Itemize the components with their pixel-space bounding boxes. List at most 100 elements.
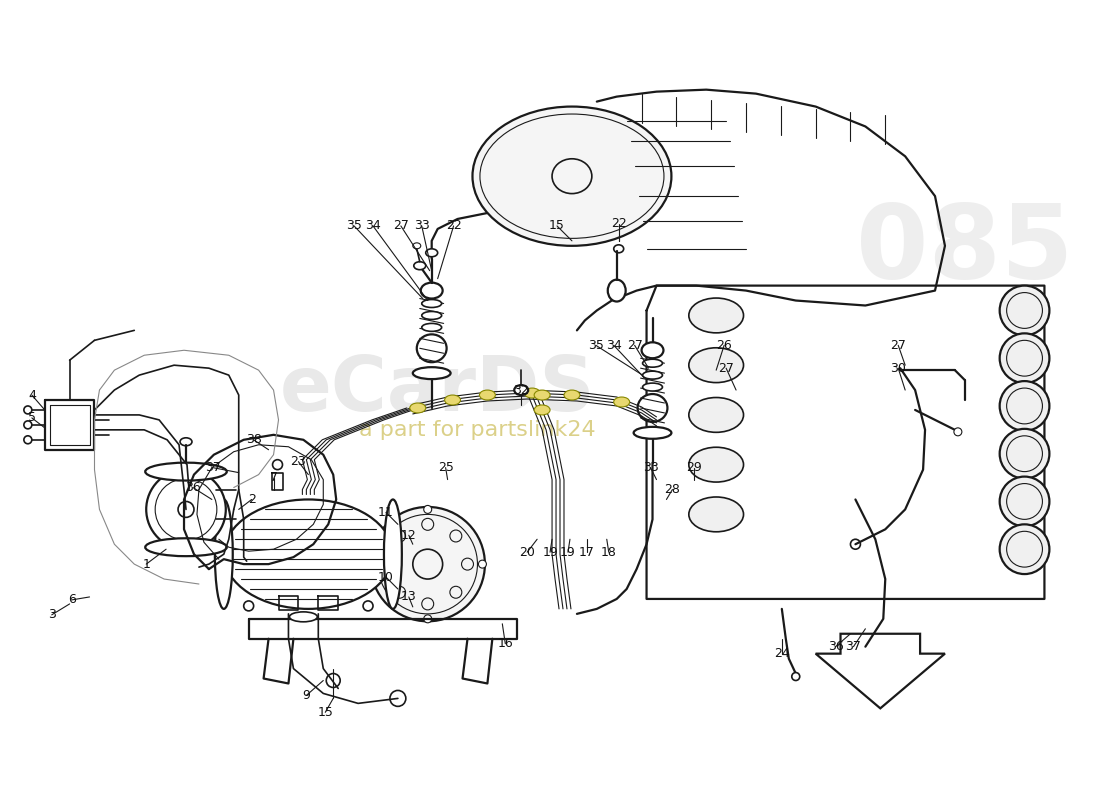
Ellipse shape xyxy=(689,348,744,382)
Text: 085: 085 xyxy=(856,200,1074,302)
Text: 27: 27 xyxy=(890,338,906,352)
Ellipse shape xyxy=(614,397,629,407)
Text: 29: 29 xyxy=(686,461,702,474)
Text: 18: 18 xyxy=(601,546,617,558)
Ellipse shape xyxy=(473,106,671,246)
Text: 33: 33 xyxy=(414,219,430,233)
Text: 12: 12 xyxy=(400,529,417,542)
Ellipse shape xyxy=(412,367,451,379)
Circle shape xyxy=(273,460,283,470)
Circle shape xyxy=(244,601,254,611)
Text: 27: 27 xyxy=(393,219,409,233)
Ellipse shape xyxy=(145,462,227,481)
Text: 1: 1 xyxy=(142,558,151,570)
Circle shape xyxy=(1000,334,1049,383)
Text: 27: 27 xyxy=(627,338,642,352)
Text: 2: 2 xyxy=(248,493,255,506)
Text: 32: 32 xyxy=(514,383,529,397)
Ellipse shape xyxy=(384,499,402,609)
Circle shape xyxy=(424,615,431,623)
Ellipse shape xyxy=(444,395,461,405)
Ellipse shape xyxy=(564,390,580,400)
Ellipse shape xyxy=(223,499,393,609)
Circle shape xyxy=(363,601,373,611)
Ellipse shape xyxy=(421,299,441,307)
Text: 5: 5 xyxy=(28,411,36,425)
Text: 19: 19 xyxy=(542,546,558,558)
Text: 4: 4 xyxy=(28,389,36,402)
Ellipse shape xyxy=(608,280,626,302)
Text: 9: 9 xyxy=(302,689,310,702)
Ellipse shape xyxy=(421,282,442,298)
Ellipse shape xyxy=(421,311,441,319)
Ellipse shape xyxy=(414,262,426,270)
Circle shape xyxy=(368,560,377,568)
Circle shape xyxy=(792,673,800,681)
Ellipse shape xyxy=(289,612,317,622)
Circle shape xyxy=(24,421,32,429)
Ellipse shape xyxy=(525,388,540,398)
Text: 34: 34 xyxy=(606,338,621,352)
Circle shape xyxy=(954,428,961,436)
Text: 35: 35 xyxy=(587,338,604,352)
Ellipse shape xyxy=(689,497,744,532)
Text: 36: 36 xyxy=(185,481,201,494)
Text: 19: 19 xyxy=(560,546,575,558)
Ellipse shape xyxy=(417,334,447,362)
Text: 15: 15 xyxy=(317,706,333,719)
Circle shape xyxy=(24,406,32,414)
Text: 10: 10 xyxy=(378,570,394,583)
Text: 22: 22 xyxy=(446,219,462,233)
Ellipse shape xyxy=(426,249,438,257)
Ellipse shape xyxy=(641,342,663,358)
Text: 30: 30 xyxy=(890,362,906,374)
Text: 13: 13 xyxy=(400,590,417,603)
Ellipse shape xyxy=(689,298,744,333)
Text: 15: 15 xyxy=(549,219,565,233)
Text: 24: 24 xyxy=(774,647,790,660)
Ellipse shape xyxy=(421,323,441,331)
Text: 26: 26 xyxy=(716,338,732,352)
Ellipse shape xyxy=(689,447,744,482)
Text: 23: 23 xyxy=(290,455,306,468)
Text: a part for partslink24: a part for partslink24 xyxy=(359,420,596,440)
Ellipse shape xyxy=(515,385,528,395)
Circle shape xyxy=(1000,286,1049,335)
Text: 37: 37 xyxy=(846,640,861,653)
Ellipse shape xyxy=(638,394,668,422)
Text: 11: 11 xyxy=(378,506,394,519)
Circle shape xyxy=(424,506,431,514)
Ellipse shape xyxy=(642,359,662,367)
Text: 16: 16 xyxy=(497,637,514,650)
Ellipse shape xyxy=(146,470,226,550)
Ellipse shape xyxy=(410,403,426,413)
Text: 6: 6 xyxy=(68,594,76,606)
Circle shape xyxy=(1000,429,1049,478)
Ellipse shape xyxy=(642,383,662,391)
Ellipse shape xyxy=(634,427,671,438)
Text: eCarDS: eCarDS xyxy=(279,353,595,427)
Text: 28: 28 xyxy=(664,483,681,496)
Text: 33: 33 xyxy=(642,461,659,474)
Circle shape xyxy=(1000,381,1049,431)
Ellipse shape xyxy=(145,538,227,556)
Text: 3: 3 xyxy=(47,608,56,622)
Ellipse shape xyxy=(535,390,550,400)
Text: 20: 20 xyxy=(519,546,535,558)
Circle shape xyxy=(478,560,486,568)
Ellipse shape xyxy=(214,499,233,609)
Text: 22: 22 xyxy=(610,218,627,230)
Ellipse shape xyxy=(371,507,485,622)
Text: 17: 17 xyxy=(579,546,595,558)
Text: 27: 27 xyxy=(718,362,734,374)
Circle shape xyxy=(1000,477,1049,526)
Ellipse shape xyxy=(535,405,550,415)
Circle shape xyxy=(1000,524,1049,574)
Ellipse shape xyxy=(642,371,662,379)
Text: 25: 25 xyxy=(438,461,453,474)
Ellipse shape xyxy=(480,390,495,400)
Text: 35: 35 xyxy=(346,219,362,233)
Text: 38: 38 xyxy=(245,434,262,446)
Text: 36: 36 xyxy=(827,640,844,653)
Circle shape xyxy=(24,436,32,444)
